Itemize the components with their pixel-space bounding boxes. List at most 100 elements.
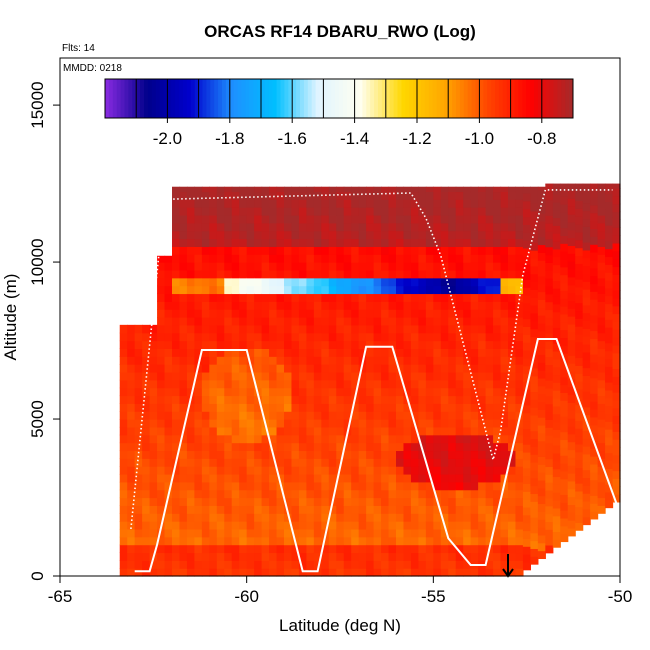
heatmap-cell xyxy=(418,214,427,224)
heatmap-cell xyxy=(134,387,143,397)
heatmap-cell xyxy=(567,308,576,317)
heatmap-cell xyxy=(470,371,479,381)
heatmap-cell xyxy=(455,458,464,467)
heatmap-cell xyxy=(418,536,427,546)
heatmap-cell xyxy=(522,514,531,524)
heatmap-cell xyxy=(545,246,554,256)
heatmap-cell xyxy=(418,293,427,302)
heatmap-cell xyxy=(246,186,255,193)
heatmap-cell xyxy=(209,497,218,506)
heatmap-cell xyxy=(209,285,218,295)
heatmap-cell xyxy=(470,481,479,491)
heatmap-cell xyxy=(201,466,210,475)
heatmap-cell xyxy=(321,521,330,530)
colorbar-segment xyxy=(331,79,336,118)
heatmap-cell xyxy=(440,379,449,389)
heatmap-cell xyxy=(470,340,479,349)
heatmap-cell xyxy=(567,276,576,286)
heatmap-cell xyxy=(231,426,240,436)
heatmap-cell xyxy=(418,419,427,428)
heatmap-cell xyxy=(552,390,561,399)
heatmap-cell xyxy=(545,403,554,413)
heatmap-cell xyxy=(425,301,434,310)
heatmap-cell xyxy=(463,536,472,546)
heatmap-cell xyxy=(306,340,315,349)
heatmap-cell xyxy=(530,493,539,502)
heatmap-cell xyxy=(597,207,606,216)
heatmap-cell xyxy=(403,379,412,389)
heatmap-cell xyxy=(261,309,270,318)
heatmap-cell xyxy=(298,230,307,240)
heatmap-cell xyxy=(224,199,233,208)
heatmap-cell xyxy=(463,395,472,404)
heatmap-cell xyxy=(545,537,554,546)
heatmap-cell xyxy=(343,450,352,459)
heatmap-cell xyxy=(336,254,345,263)
heatmap-cell xyxy=(515,466,524,475)
heatmap-cell xyxy=(582,249,591,259)
heatmap-cell xyxy=(463,293,472,302)
heatmap-cell xyxy=(149,536,158,546)
heatmap-cell xyxy=(567,316,576,325)
heatmap-cell xyxy=(142,387,151,397)
heatmap-cell xyxy=(478,230,487,240)
heatmap-cell xyxy=(224,371,233,381)
heatmap-cell xyxy=(328,238,337,247)
heatmap-cell xyxy=(179,293,188,302)
heatmap-cell xyxy=(410,348,419,357)
heatmap-cell xyxy=(500,309,509,318)
heatmap-cell xyxy=(582,477,591,486)
colorbar-segment xyxy=(459,79,465,118)
heatmap-cell xyxy=(157,293,166,302)
heatmap-cell xyxy=(269,332,278,342)
heatmap-cell xyxy=(119,536,128,546)
heatmap-cell xyxy=(448,301,457,310)
heatmap-cell xyxy=(545,505,554,515)
heatmap-cell xyxy=(597,324,606,334)
heatmap-cell xyxy=(157,277,166,287)
heatmap-cell xyxy=(537,456,546,465)
heatmap-cell xyxy=(500,238,509,247)
heatmap-cell xyxy=(351,419,360,428)
heatmap-cell xyxy=(425,458,434,467)
heatmap-cell xyxy=(567,221,576,231)
heatmap-cell xyxy=(358,371,367,381)
heatmap-cell xyxy=(530,516,539,526)
heatmap-cell xyxy=(276,254,285,263)
heatmap-cell xyxy=(358,317,367,326)
heatmap-cell xyxy=(186,387,195,397)
heatmap-cell xyxy=(612,415,621,425)
heatmap-cell xyxy=(373,238,382,247)
heatmap-cell xyxy=(254,528,263,538)
heatmap-cell xyxy=(590,299,599,308)
heatmap-cell xyxy=(172,222,181,232)
heatmap-cell xyxy=(224,285,233,295)
colorbar-segment xyxy=(284,79,289,118)
heatmap-cell xyxy=(254,324,263,334)
heatmap-cell xyxy=(284,269,293,279)
heatmap-cell xyxy=(261,521,270,530)
heatmap-cell xyxy=(612,392,621,401)
heatmap-cell xyxy=(291,356,300,365)
heatmap-cell xyxy=(269,186,278,193)
heatmap-cell xyxy=(127,497,136,506)
heatmap-cell xyxy=(313,450,322,459)
heatmap-cell xyxy=(403,458,412,467)
heatmap-cell xyxy=(373,450,382,459)
heatmap-cell xyxy=(381,186,390,193)
heatmap-cell xyxy=(381,262,390,271)
heatmap-cell xyxy=(343,371,352,381)
heatmap-cell xyxy=(164,450,173,459)
heatmap-cell xyxy=(485,458,494,467)
heatmap-cell xyxy=(231,186,240,193)
heatmap-cell xyxy=(343,254,352,263)
heatmap-cell xyxy=(313,356,322,365)
heatmap-cell xyxy=(231,568,240,577)
heatmap-cell xyxy=(269,207,278,216)
heatmap-cell xyxy=(418,387,427,397)
heatmap-cell xyxy=(186,434,195,444)
heatmap-cell xyxy=(298,262,307,271)
heatmap-cell xyxy=(597,426,606,436)
heatmap-cell xyxy=(493,505,502,514)
colorbar-segment xyxy=(315,79,320,118)
